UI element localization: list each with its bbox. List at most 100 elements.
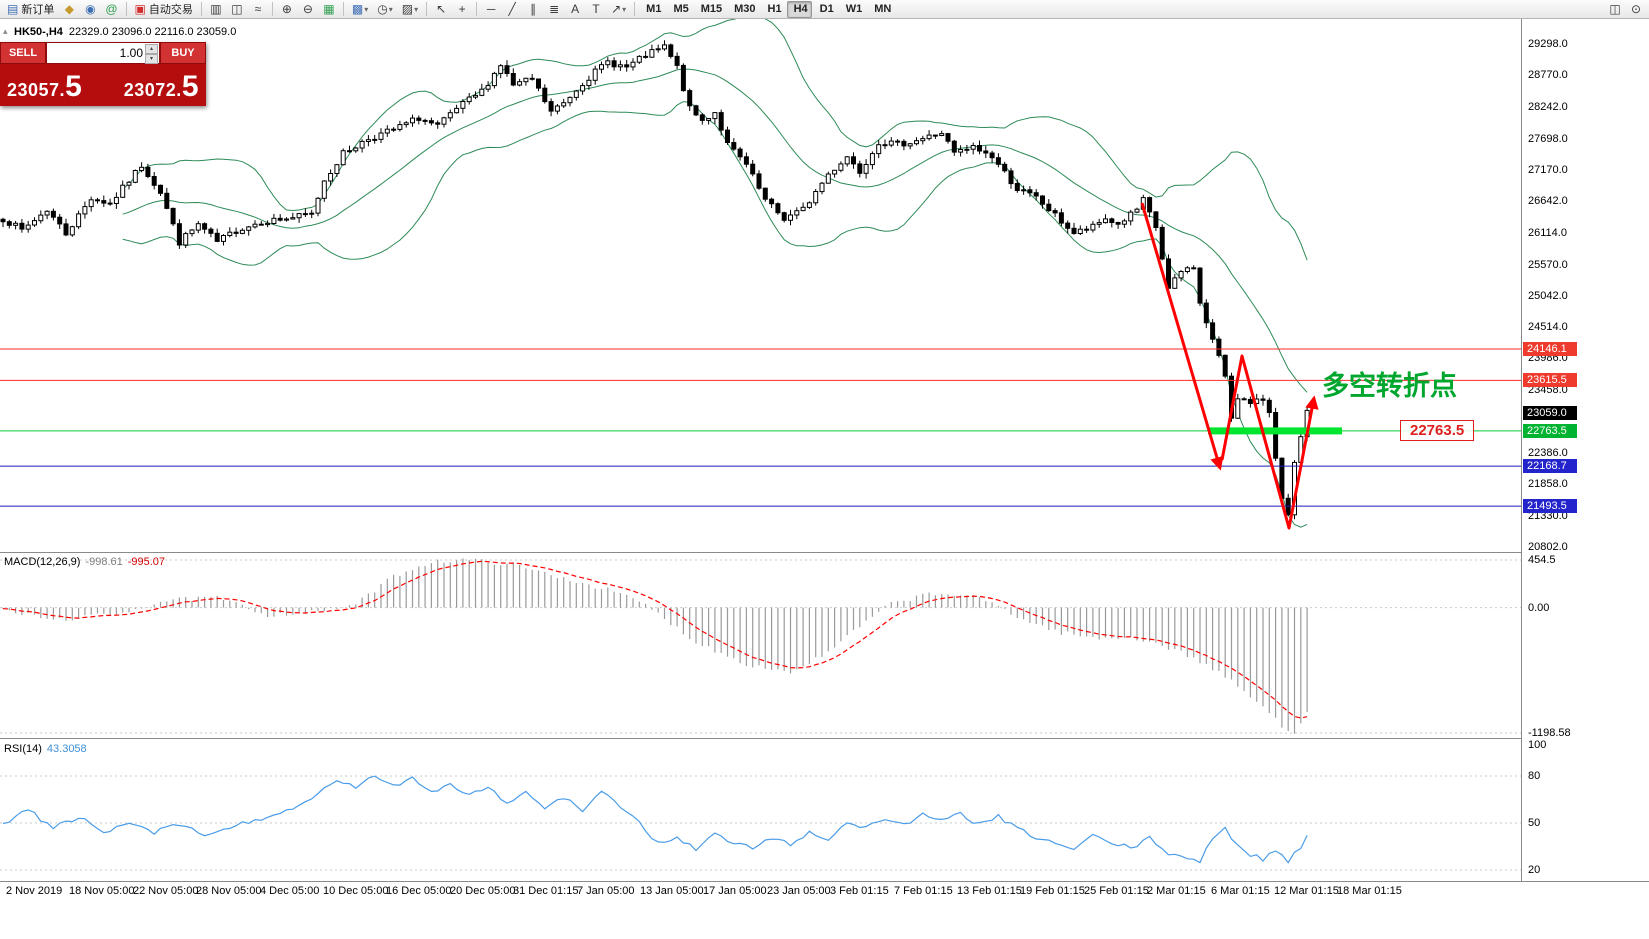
zoom-out-button[interactable]: ⊖ — [298, 1, 318, 18]
panel-separator[interactable] — [0, 738, 1649, 739]
new-chart-button[interactable]: ▩ ▾ — [348, 1, 372, 18]
time-axis-label: 23 Jan 05:00 — [767, 885, 831, 897]
cursor-icon[interactable]: ↖ — [431, 1, 451, 18]
auto-trading-button-label: 自动交易 — [148, 4, 193, 16]
rsi-tick-label: 20 — [1528, 864, 1541, 876]
time-axis-label: 2 Nov 2019 — [6, 885, 63, 897]
time-axis[interactable]: 2 Nov 2019 18 Nov 05:00 22 Nov 05:00 28 Nov… — [0, 883, 1521, 901]
auto-trading-button[interactable]: ▣ 自动交易 — [131, 1, 197, 18]
buy-button[interactable]: BUY — [160, 42, 206, 64]
bollinger-middle — [122, 68, 1308, 393]
timeframe-m30-label: M30 — [734, 3, 756, 15]
price-tick-label: 27170.0 — [1528, 164, 1568, 176]
chart-canvas[interactable] — [0, 0, 1521, 939]
support-level-label: 22763.5 — [1400, 420, 1475, 441]
time-axis-separator — [0, 881, 1649, 882]
candlestick-chart-icon[interactable]: ◫ — [227, 1, 247, 18]
crosshair-icon[interactable]: + — [452, 1, 472, 18]
template-button[interactable]: ▨ ▾ — [398, 1, 422, 18]
macd-signal-value: -995.07 — [127, 556, 166, 568]
rsi-line — [2, 775, 1308, 864]
timeframe-m15[interactable]: M15 — [694, 1, 726, 18]
sell-button[interactable]: SELL — [0, 42, 46, 64]
time-axis-label: 19 Feb 01:15 — [1020, 885, 1085, 897]
profile-icon[interactable]: ◉ — [80, 1, 100, 18]
price-tick-label: 22386.0 — [1528, 447, 1568, 459]
bar-chart-icon[interactable]: ▥ — [206, 1, 226, 18]
label-icon[interactable]: T — [586, 1, 606, 18]
time-axis-label: 4 Dec 05:00 — [260, 885, 320, 897]
macd-tick-label: -1198.58 — [1528, 727, 1571, 739]
volume-decrease-button[interactable]: ▾ — [145, 54, 158, 64]
volume-field: ▴ ▾ — [46, 42, 160, 64]
zoom-in-button[interactable]: ⊕ — [277, 1, 297, 18]
price-tick-label: 25570.0 — [1528, 259, 1568, 271]
line-chart-icon: ≈ — [254, 2, 262, 16]
macd-label: MACD(12,26,9) -998.61 -995.07 — [4, 556, 166, 568]
panel-separator[interactable] — [0, 552, 1649, 553]
window-layout-icon[interactable]: ◫ — [1605, 1, 1625, 18]
rsi-label: RSI(14) 43.3058 — [4, 743, 87, 755]
price-tick-label: 25042.0 — [1528, 290, 1568, 302]
line-chart-icon[interactable]: ≈ — [248, 1, 268, 18]
cursor-icon: ↖ — [436, 2, 447, 16]
time-axis-label: 25 Feb 01:15 — [1084, 885, 1149, 897]
collapse-quick-trade-icon[interactable]: ▴ — [3, 26, 8, 36]
trend-arrows[interactable] — [1140, 202, 1319, 530]
market-watch-icon[interactable]: ◆ — [59, 1, 79, 18]
bollinger-upper — [122, 16, 1308, 261]
rsi-tick-label: 80 — [1528, 770, 1541, 782]
period-button[interactable]: ◷ ▾ — [373, 1, 397, 18]
trendline-icon[interactable]: ╱ — [502, 1, 522, 18]
bollinger-lower — [122, 101, 1308, 528]
horizontal-line-icon[interactable]: ─ — [481, 1, 501, 18]
time-axis-label: 31 Dec 01:15 — [513, 885, 579, 897]
timeframe-w1[interactable]: W1 — [839, 1, 867, 18]
grid-icon[interactable]: ▦ — [319, 1, 339, 18]
community-icon[interactable]: @ — [101, 1, 121, 18]
horizontal-line-objects[interactable] — [0, 348, 1521, 507]
volume-input[interactable] — [47, 43, 159, 63]
fibonacci-icon[interactable]: ≣ — [544, 1, 564, 18]
timeframe-h4[interactable]: H4 — [786, 0, 812, 18]
toolbar-separator — [342, 2, 344, 16]
volume-increase-button[interactable]: ▴ — [145, 44, 158, 54]
timeframe-m1[interactable]: M1 — [639, 1, 665, 18]
buy-price: 23072.5 — [123, 70, 199, 103]
price-tick-label: 26114.0 — [1528, 227, 1567, 239]
timeframe-mn[interactable]: MN — [867, 1, 895, 18]
dropdown-caret-icon: ▾ — [622, 4, 627, 14]
arrows-icon[interactable]: ↗ ▾ — [607, 1, 630, 18]
timeframe-d1-label: D1 — [819, 3, 834, 15]
symbol-ohlc-info: HK50-,H4 22329.0 23096.0 22116.0 23059.0 — [14, 26, 236, 38]
timeframe-m1-label: M1 — [646, 3, 662, 15]
price-tick-label: 24514.0 — [1528, 321, 1568, 333]
rsi-tick-label: 50 — [1528, 817, 1541, 829]
rsi-indicator — [0, 775, 1521, 871]
timeframe-m30[interactable]: M30 — [727, 1, 759, 18]
text-icon[interactable]: A — [565, 1, 585, 18]
price-axis[interactable]: 29298.0 28770.0 28242.0 27698.0 27170.0 26642… — [1521, 19, 1649, 881]
time-axis-label: 6 Mar 01:15 — [1211, 885, 1270, 897]
time-axis-label: 22 Nov 05:00 — [133, 885, 199, 897]
timeframe-m5[interactable]: M5 — [666, 1, 692, 18]
toolbar-separator — [271, 2, 273, 16]
time-axis-label: 13 Feb 01:15 — [957, 885, 1022, 897]
price-tick-label: 21858.0 — [1528, 478, 1568, 490]
channel-icon[interactable]: ∥ — [523, 1, 543, 18]
text-icon: A — [571, 2, 580, 16]
new-order-icon: ▤ — [7, 2, 19, 16]
timeframe-mn-label: MN — [874, 3, 892, 15]
toolbar-separator — [476, 2, 478, 16]
rsi-tick-label: 100 — [1528, 739, 1547, 751]
timeframe-m5-label: M5 — [673, 3, 689, 15]
search-icon[interactable]: ⊙ — [1626, 1, 1646, 18]
timeframe-h1[interactable]: H1 — [761, 1, 786, 18]
rsi-value: 43.3058 — [46, 743, 87, 755]
timeframe-h4-label: H4 — [793, 3, 808, 15]
price-tick-label: 21330.0 — [1528, 510, 1568, 522]
macd-main-value: -998.61 — [85, 556, 123, 568]
zoom-out-icon: ⊖ — [302, 2, 313, 16]
new-order-button[interactable]: ▤ 新订单 — [3, 1, 58, 18]
timeframe-d1[interactable]: D1 — [813, 1, 838, 18]
